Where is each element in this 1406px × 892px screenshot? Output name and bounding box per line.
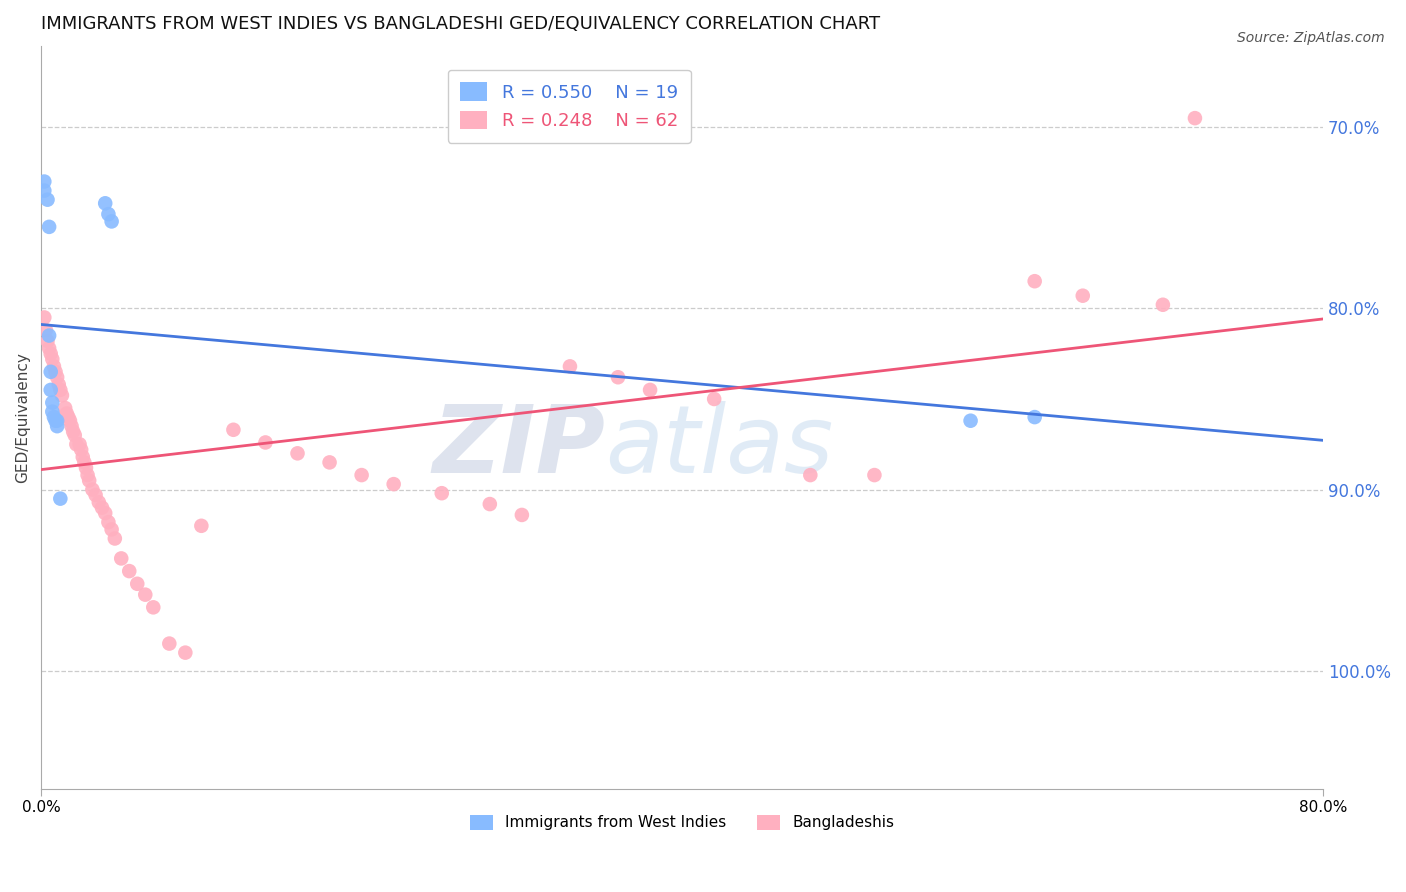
Point <box>1152 298 1174 312</box>
Point <box>44 365 66 379</box>
Point <box>382 477 405 491</box>
Point <box>350 468 373 483</box>
Point <box>607 370 630 384</box>
Point <box>73 455 96 469</box>
Point <box>1071 289 1094 303</box>
Point <box>46 370 69 384</box>
Point <box>62 425 84 439</box>
Point <box>76 468 98 483</box>
Legend: Immigrants from West Indies, Bangladeshis: Immigrants from West Indies, Bangladeshi… <box>464 808 900 837</box>
Point <box>39 383 62 397</box>
Point <box>118 564 141 578</box>
Point <box>58 410 80 425</box>
Point <box>51 388 73 402</box>
Point <box>41 405 63 419</box>
Point <box>127 576 149 591</box>
Point <box>49 383 72 397</box>
Point <box>287 446 309 460</box>
Point <box>703 392 725 406</box>
Point <box>558 359 581 374</box>
Point <box>430 486 453 500</box>
Point <box>87 495 110 509</box>
Point <box>72 450 94 464</box>
Point <box>1024 274 1046 288</box>
Point <box>478 497 501 511</box>
Point <box>60 419 83 434</box>
Point <box>142 600 165 615</box>
Point <box>134 588 156 602</box>
Point <box>69 437 91 451</box>
Point <box>38 341 60 355</box>
Point <box>97 515 120 529</box>
Point <box>75 460 97 475</box>
Point <box>94 196 117 211</box>
Point <box>104 532 127 546</box>
Text: ZIP: ZIP <box>432 401 605 492</box>
Point <box>91 500 114 515</box>
Point <box>638 383 661 397</box>
Point <box>110 551 132 566</box>
Point <box>63 428 86 442</box>
Point <box>34 184 56 198</box>
Point <box>77 474 100 488</box>
Point <box>157 636 180 650</box>
Point <box>38 328 60 343</box>
Point <box>863 468 886 483</box>
Point <box>41 352 63 367</box>
Point <box>35 323 58 337</box>
Point <box>37 334 59 348</box>
Point <box>190 518 212 533</box>
Point <box>254 435 277 450</box>
Point <box>84 488 107 502</box>
Point <box>59 414 82 428</box>
Point <box>510 508 533 522</box>
Point <box>100 523 122 537</box>
Point <box>46 419 69 434</box>
Y-axis label: GED/Equivalency: GED/Equivalency <box>15 351 30 483</box>
Text: atlas: atlas <box>605 401 834 492</box>
Point <box>174 646 197 660</box>
Point <box>94 506 117 520</box>
Point <box>42 410 65 425</box>
Point <box>48 377 70 392</box>
Point <box>42 359 65 374</box>
Point <box>1024 410 1046 425</box>
Point <box>100 214 122 228</box>
Point <box>65 437 87 451</box>
Point <box>37 193 59 207</box>
Point <box>318 455 340 469</box>
Point <box>1184 111 1206 125</box>
Point <box>55 407 77 421</box>
Point <box>44 414 66 428</box>
Point <box>70 442 93 457</box>
Point <box>39 365 62 379</box>
Point <box>34 175 56 189</box>
Text: Source: ZipAtlas.com: Source: ZipAtlas.com <box>1237 31 1385 45</box>
Point <box>53 401 76 415</box>
Point <box>799 468 821 483</box>
Point <box>38 219 60 234</box>
Point <box>82 483 104 497</box>
Point <box>49 491 72 506</box>
Point <box>34 310 56 325</box>
Point <box>41 395 63 409</box>
Point <box>959 414 981 428</box>
Point <box>39 347 62 361</box>
Point <box>97 207 120 221</box>
Text: IMMIGRANTS FROM WEST INDIES VS BANGLADESHI GED/EQUIVALENCY CORRELATION CHART: IMMIGRANTS FROM WEST INDIES VS BANGLADES… <box>41 15 880 33</box>
Point <box>46 414 69 428</box>
Point <box>222 423 245 437</box>
